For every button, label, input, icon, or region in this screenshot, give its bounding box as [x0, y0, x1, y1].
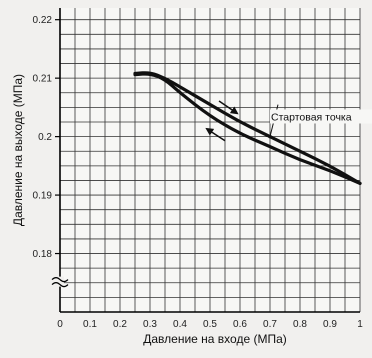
x-axis-label: Давление на входе (МПа): [143, 332, 287, 346]
x-tick-label: 0.4: [173, 319, 187, 330]
grid: [51, 8, 361, 313]
x-tick-label: 0.3: [143, 319, 157, 330]
annotation-layer: Стартовая точка: [205, 100, 372, 142]
axis-break-gap: [56, 276, 64, 287]
y-tick-label: 0.22: [33, 15, 53, 26]
x-tick-label: 0: [57, 319, 63, 330]
y-tick-label: 0.2: [38, 132, 52, 143]
annotation-label-bg: [270, 109, 372, 124]
direction-arrow-decreasing: [205, 127, 226, 142]
x-tick-label: 0.7: [263, 319, 277, 330]
series-decreasing-line: [133, 72, 362, 185]
axis-break-lower: [51, 282, 69, 288]
x-tick-labels: 0 0.1 0.2 0.3 0.4 0.5 0.6 0.7 0.8 0.9 1: [57, 319, 363, 330]
series-layer: [133, 71, 362, 185]
direction-arrow-increasing: [218, 100, 239, 115]
x-tick-label: 0.1: [83, 319, 97, 330]
y-tick-label: 0.19: [33, 191, 53, 202]
annotation-label: Стартовая точка: [271, 111, 352, 123]
y-axis-label: Давление на выходе (МПа): [11, 74, 25, 226]
y-tick-labels: 0.18 0.19 0.2 0.21 0.22: [33, 15, 53, 260]
axis-break-upper: [51, 277, 69, 283]
x-tick-label: 1: [357, 319, 363, 330]
x-tick-label: 0.9: [323, 319, 337, 330]
annotation-point: [268, 134, 272, 139]
x-tick-label: 0.6: [233, 319, 247, 330]
x-tick-label: 0.5: [203, 319, 217, 330]
y-tick-label: 0.18: [33, 249, 53, 260]
x-tick-label: 0.8: [293, 319, 307, 330]
y-tick-label: 0.21: [33, 74, 53, 85]
x-tick-label: 0.2: [113, 319, 127, 330]
